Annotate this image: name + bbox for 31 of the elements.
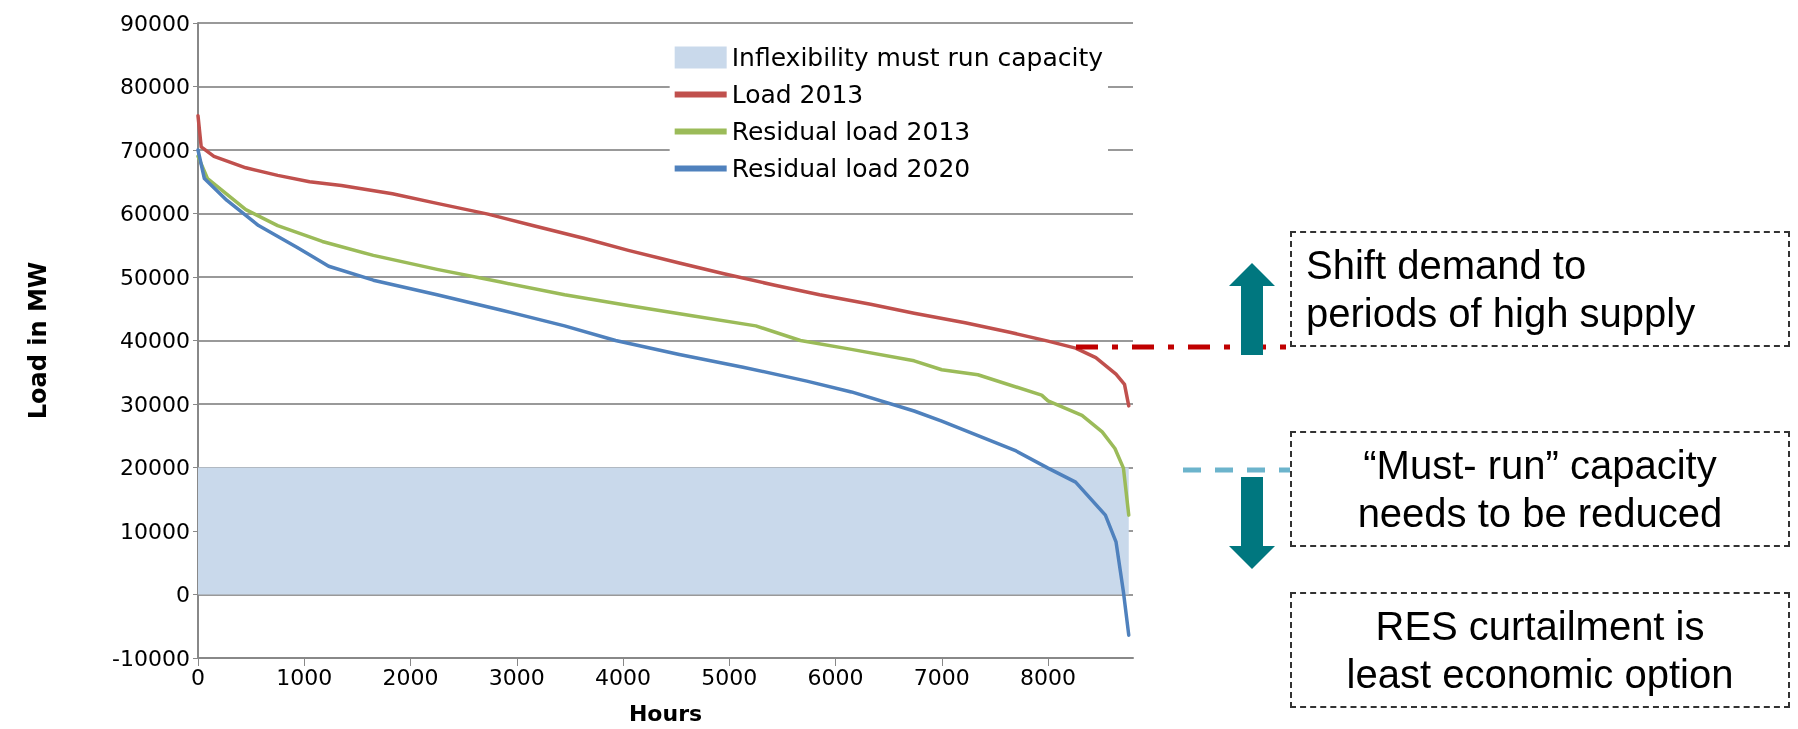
y-tick-label: 90000 [120,10,190,36]
y-tick-label: 50000 [120,264,190,290]
line-series [196,113,1131,408]
y-tick-label: 0 [176,582,190,607]
y-tick-label: 20000 [120,455,190,480]
y-tick-label: 10000 [120,518,190,544]
legend-label: Residual load 2020 [731,154,971,183]
x-tick-label: 8000 [1020,664,1076,690]
text-box: RES curtailment is least economic option [1290,592,1790,708]
y-tick-label: 30000 [120,391,190,417]
y-tick-label: 40000 [120,328,190,353]
x-tick-label: 4000 [595,664,651,690]
y-tick-label: -10000 [112,645,190,671]
y-tick-label: 70000 [120,137,190,163]
legend-label: Residual load 2013 [731,117,971,146]
y-tick-label: 80000 [120,74,190,99]
x-axis-title: Hours [628,700,703,726]
x-tick-label: 2000 [382,664,439,690]
legend-label: Load 2013 [731,80,864,109]
line-series [196,148,1131,637]
x-tick-label: 5000 [701,664,758,690]
x-tick-label: 3000 [488,664,545,690]
line-series [196,154,1131,517]
legend-label: Inflexibility must run capacity [731,43,1104,72]
x-tick-label: 1000 [276,664,333,690]
text-box: Shift demand to periods of high supply [1290,231,1790,347]
y-tick-label: 60000 [120,201,190,226]
x-tick-label: 7000 [913,664,970,690]
x-tick-label: 6000 [807,664,864,690]
text-box: “Must- run” capacity needs to be reduced [1290,431,1790,547]
y-axis-title: Load in MW [24,261,52,420]
